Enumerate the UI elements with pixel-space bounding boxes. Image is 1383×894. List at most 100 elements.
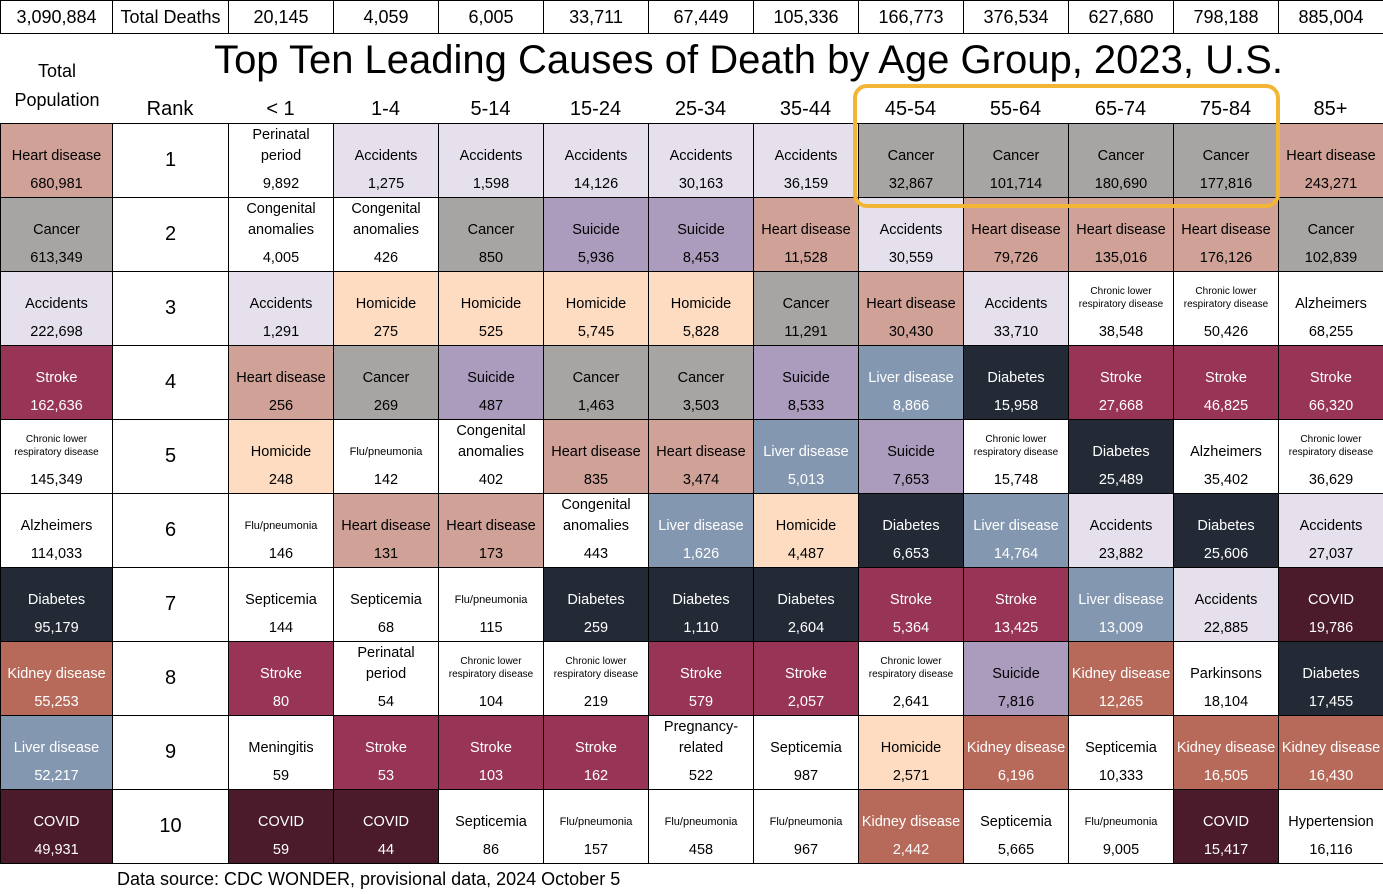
death-count: 15,748 [993,472,1039,488]
cause-cell: Homicide 4,487 [753,493,859,568]
cause-cell: Stroke 66,320 [1278,345,1383,420]
cause-wrap: Perinatal period [334,643,438,685]
cause-wrap: Suicide [439,368,543,389]
cause-cell: Chronic lower respiratory disease 50,426 [1173,271,1279,346]
cause-cell: Heart disease 135,016 [1068,197,1174,272]
cause-wrap: Stroke [1279,368,1383,389]
cause-name: Homicide [880,740,942,756]
cause-cell: Perinatal period 54 [333,641,439,716]
cause-name: Chronic lower respiratory disease [973,434,1059,458]
cause-wrap: Accidents [334,146,438,167]
cause-cell: Homicide 525 [438,271,544,346]
cause-name: Accidents [774,148,838,164]
cause-wrap: Stroke [964,590,1068,611]
death-count: 79,726 [993,250,1039,266]
cause-wrap: Homicide [859,738,963,759]
cause-cell: Heart disease 173 [438,493,544,568]
cause-cell: Flu/pneumonia 458 [648,789,754,864]
cause-cell: Accidents 36,159 [753,123,859,198]
cause-cell: Stroke 13,425 [963,567,1069,642]
cause-wrap: Cancer [649,368,753,389]
death-count: 27,668 [1098,398,1144,414]
rank-number: 8 [112,641,229,716]
cause-name: Accidents [564,148,628,164]
cause-cell: Heart disease 131 [333,493,439,568]
cause-wrap: Homicide [439,294,543,315]
death-count: 19,786 [1308,620,1354,636]
cause-cell: Accidents 27,037 [1278,493,1383,568]
cause-cell: Flu/pneumonia 146 [228,493,334,568]
cause-wrap: Congenital anomalies [439,421,543,463]
rank-number: 7 [112,567,229,642]
cause-name: Heart disease [236,370,326,386]
cause-cell: Liver disease 1,626 [648,493,754,568]
cause-name: Heart disease [1181,222,1271,238]
cause-cell: Perinatal period 9,892 [228,123,334,198]
cause-wrap: Chronic lower respiratory disease [439,655,543,685]
rank-number: 6 [112,493,229,568]
cause-name: Flu/pneumonia [769,816,843,828]
death-count: 18,104 [1203,694,1249,710]
cause-wrap: Stroke [334,738,438,759]
cause-name: Cancer [572,370,620,386]
cause-wrap: Heart disease [544,442,648,463]
cause-cell: Chronic lower respiratory disease 36,629 [1278,419,1383,494]
cause-wrap: Suicide [544,220,648,241]
cause-name: Heart disease [971,222,1061,238]
death-count: 86 [482,842,500,858]
cause-wrap: Cancer [754,294,858,315]
death-count: 11,528 [784,250,828,266]
cause-cell: Cancer 177,816 [1173,123,1279,198]
cause-wrap: Kidney disease [859,812,963,833]
cause-name: Stroke [1100,370,1142,386]
cause-name: Suicide [992,666,1040,682]
cause-cell: Accidents 30,559 [858,197,964,272]
cause-wrap: Heart disease [439,516,543,537]
death-count: 4,005 [262,250,300,266]
cause-name: Flu/pneumonia [244,520,318,532]
death-count: 275 [373,324,399,340]
death-count: 177,816 [1199,176,1253,192]
cause-cell: Accidents 30,163 [648,123,754,198]
cause-name: Heart disease [656,444,746,460]
cause-cell: Heart disease 3,474 [648,419,754,494]
death-count: 176,126 [1199,250,1253,266]
cause-cell: Suicide 7,816 [963,641,1069,716]
cause-wrap: Cancer [544,368,648,389]
death-count: 522 [688,768,714,784]
total-deaths-label: Total Deaths [112,0,229,34]
cause-wrap: Septicemia [439,812,543,833]
rank-number: 1 [112,123,229,198]
cause-wrap: Stroke [229,664,333,685]
cause-name: Stroke [680,666,722,682]
death-count: 145,349 [30,472,83,488]
cause-name: Accidents [1299,518,1363,534]
cause-name: Stroke [260,666,302,682]
cause-wrap: Heart disease [229,368,333,389]
cause-name: Congenital anomalies [246,201,316,238]
cause-wrap: Kidney disease [1174,738,1278,759]
cause-cell: Septicemia 86 [438,789,544,864]
death-count: 5,013 [787,472,825,488]
cause-wrap: Flu/pneumonia [439,590,543,611]
cause-name: Stroke [365,740,407,756]
cause-cell: Kidney disease 16,505 [1173,715,1279,790]
death-count: 38,548 [1098,324,1144,340]
age-total-deaths: 166,773 [858,0,964,34]
cause-name: Kidney disease [1281,740,1381,756]
death-count: 248 [268,472,294,488]
cause-name: Flu/pneumonia [559,816,633,828]
cause-cell: Diabetes 17,455 [1278,641,1383,716]
cause-cell: Congenital anomalies 402 [438,419,544,494]
death-count: 487 [478,398,504,414]
cause-name: Suicide [677,222,725,238]
death-count: 102,839 [1304,250,1358,266]
death-count: 1,626 [682,546,720,562]
cause-wrap: Heart disease [964,220,1068,241]
cause-name: Stroke [785,666,827,682]
death-count: 115 [479,620,503,636]
cause-cell: Stroke 5,364 [858,567,964,642]
cause-name: Heart disease [11,148,102,164]
cause-wrap: Parkinsons [1174,664,1278,685]
cause-wrap: Diabetes [1069,442,1173,463]
